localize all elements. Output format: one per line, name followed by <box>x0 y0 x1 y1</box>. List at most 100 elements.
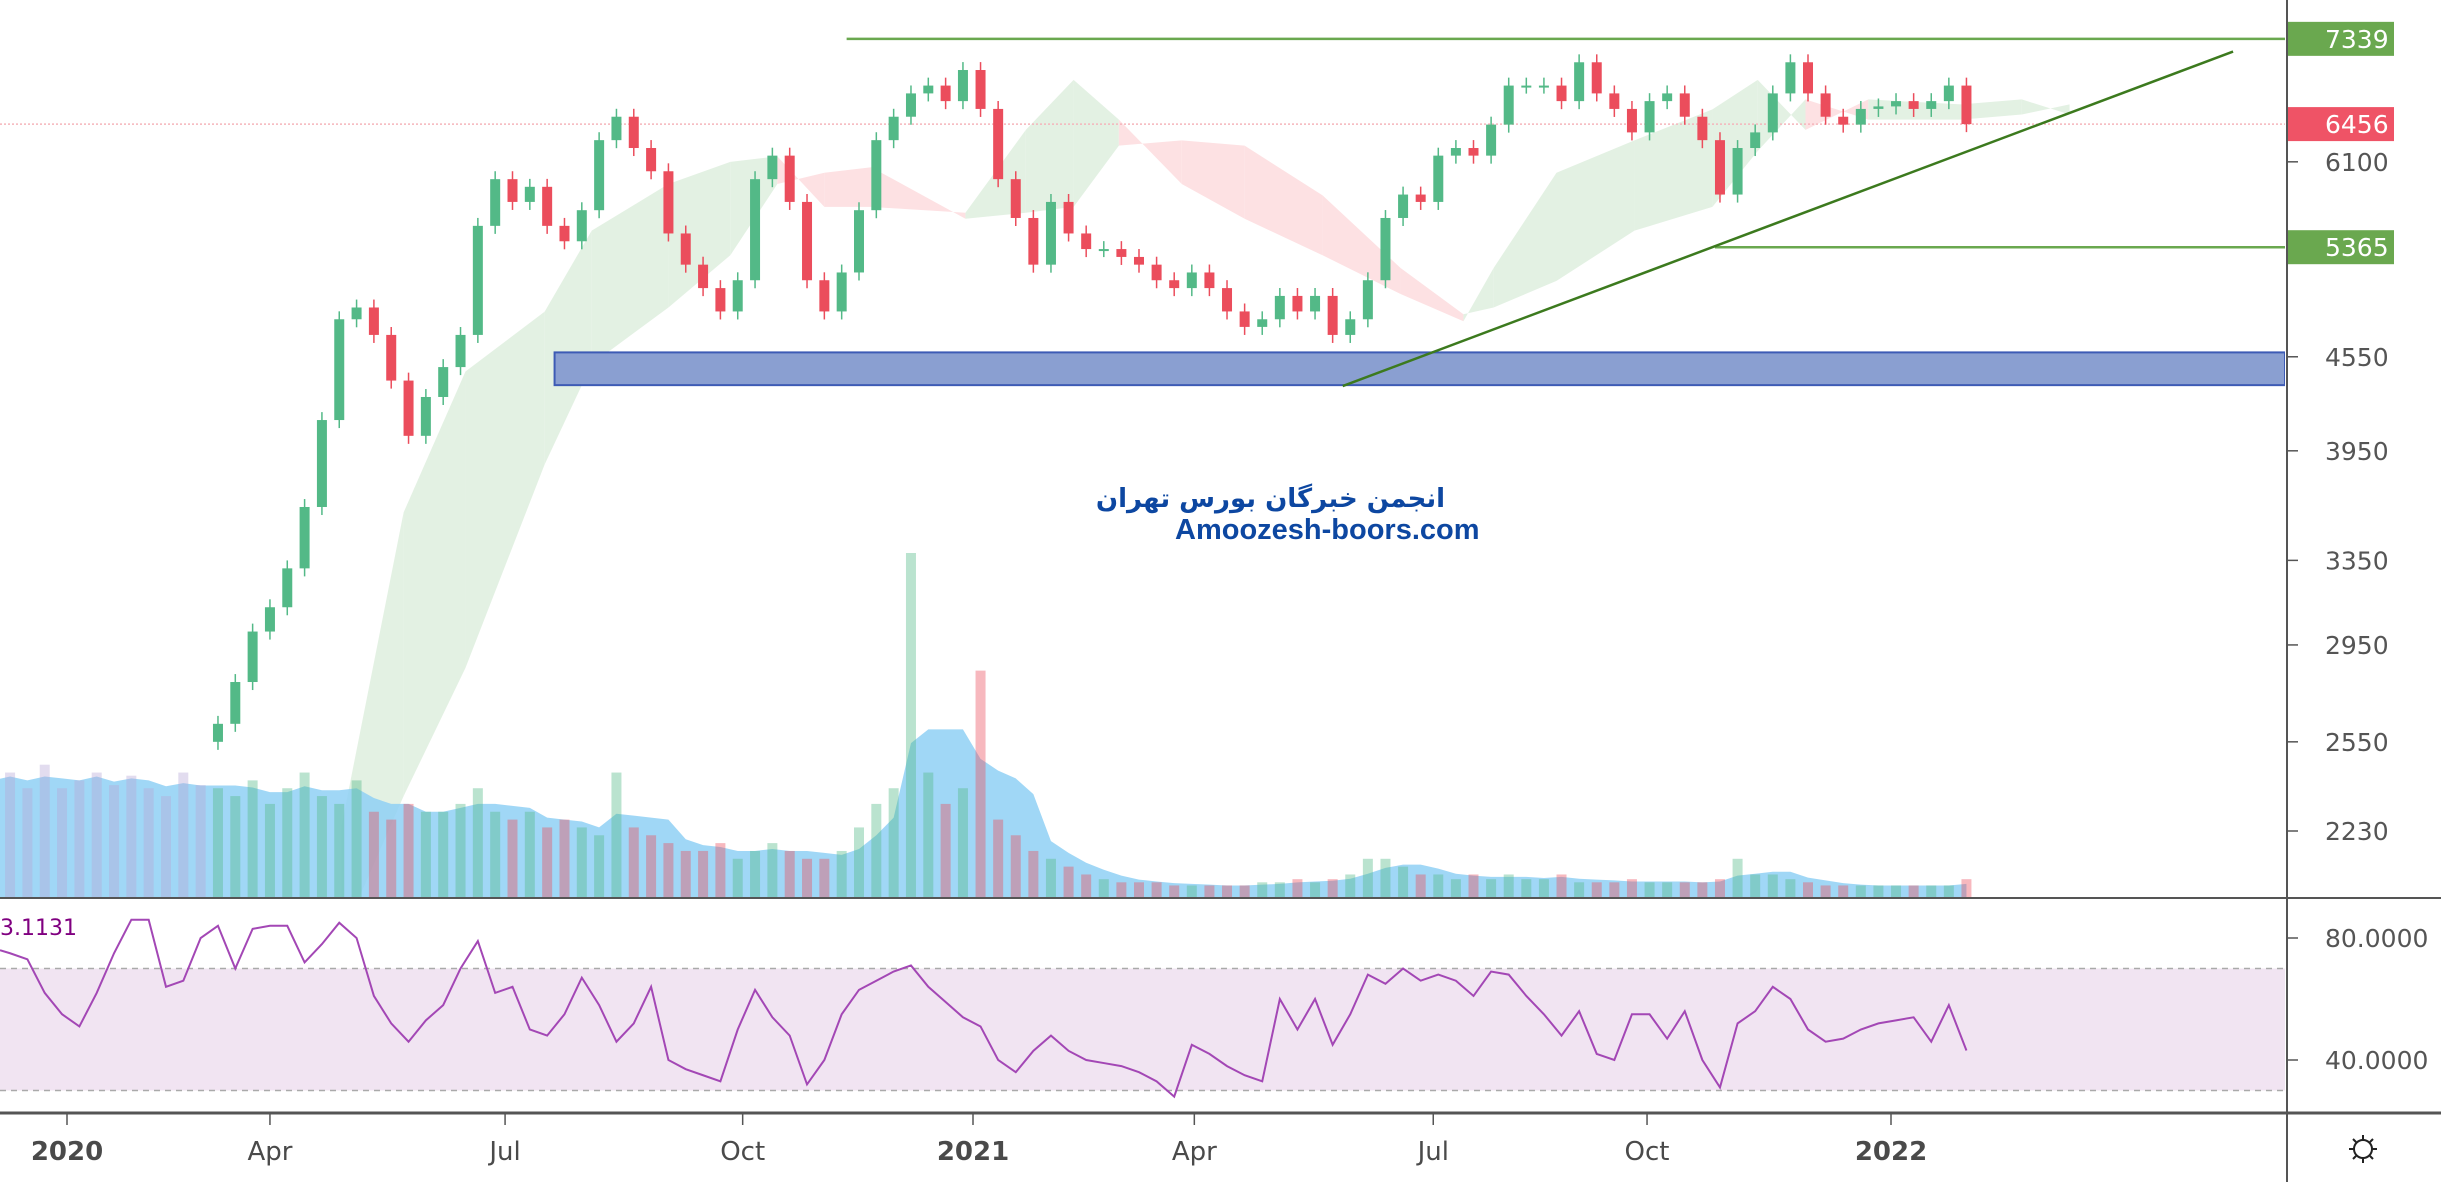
volume-bar <box>611 772 622 898</box>
time-axis[interactable]: 2020 Apr Jul Oct 2021 Apr Jul Oct 2022 <box>31 1114 1927 1167</box>
price-chart-pane[interactable] <box>0 0 2285 898</box>
drawing-lines[interactable] <box>0 37 2285 388</box>
time-tick-label: Jul <box>487 1137 520 1167</box>
rsi-tick-label: 80.0000 <box>2325 924 2428 953</box>
candle-body <box>1186 272 1197 289</box>
candle-body <box>1785 62 1796 94</box>
rsi-pane[interactable] <box>0 898 2285 1113</box>
candle-body <box>299 506 310 569</box>
candle-body <box>1961 85 1972 125</box>
candle-body <box>1380 217 1391 281</box>
volume-bar <box>1961 879 1972 898</box>
volume-bar <box>1433 874 1444 898</box>
candle-body <box>767 155 778 180</box>
gear-icon[interactable] <box>2346 1132 2380 1166</box>
volume-bar <box>923 772 934 898</box>
volume-bar <box>212 788 223 898</box>
candle-body <box>524 186 535 202</box>
volume-bar <box>1662 882 1673 898</box>
volume-bar <box>1891 885 1902 898</box>
volume-bar <box>559 819 570 898</box>
volume-bar <box>836 850 847 898</box>
volume-bar <box>126 775 137 898</box>
cloud-segment <box>1181 140 1245 219</box>
volume-bar <box>1310 882 1321 898</box>
cloud-segment <box>544 230 592 465</box>
volume-bar <box>57 788 68 898</box>
candle-body <box>1310 295 1321 312</box>
candle-body <box>836 272 847 312</box>
volume-bar <box>1151 882 1162 898</box>
cloud-segment <box>1073 79 1119 207</box>
rsi-value-label: 3.1131 <box>0 916 77 941</box>
volume-bar <box>1943 885 1954 898</box>
cloud-segment <box>1400 267 1464 322</box>
candle-body <box>1063 201 1074 234</box>
cloud-segment <box>591 183 669 365</box>
volume-bar <box>1732 858 1743 898</box>
volume-bar <box>22 788 33 898</box>
time-tick-label: Oct <box>720 1137 765 1167</box>
volume-bar <box>472 788 483 898</box>
candle-body <box>611 116 622 141</box>
price-axis[interactable]: 6100 4550 3950 3350 2950 2550 2230 7339 6456 5365… <box>2287 21 2428 1075</box>
volume-bar <box>663 843 674 898</box>
volume-bar <box>594 835 605 898</box>
volume-bar <box>784 850 795 898</box>
volume-bar <box>351 780 362 898</box>
volume-bar <box>1908 885 1919 898</box>
candle-body <box>1591 62 1602 94</box>
volume-bar <box>957 788 968 898</box>
candles <box>212 54 1972 750</box>
rsi-band <box>0 968 2285 1091</box>
volume-bar <box>161 796 171 898</box>
candle-body <box>1662 93 1673 102</box>
volume-bar <box>334 803 345 898</box>
candle-body <box>871 140 882 211</box>
volume-bar <box>1644 882 1655 898</box>
candle-body <box>1415 194 1426 202</box>
volume-bar <box>1803 882 1814 898</box>
volume-bar <box>368 811 379 898</box>
volume-bar <box>1204 885 1215 898</box>
cloud-segment <box>1634 109 1713 231</box>
volume-bar <box>264 803 275 898</box>
candle-body <box>542 186 553 226</box>
volume-bar <box>178 772 189 898</box>
candle-body <box>1697 116 1708 141</box>
volume-bar <box>628 827 639 898</box>
volume-bar <box>940 803 951 898</box>
candle-body <box>247 631 258 683</box>
candle-body <box>1803 62 1814 94</box>
volume-bar <box>195 785 206 898</box>
volume-bar <box>109 785 120 898</box>
candle-body <box>1345 319 1356 335</box>
price-label-box <box>2288 230 2394 265</box>
ascending-trendline[interactable] <box>1342 50 2234 388</box>
candle-body <box>1045 201 1056 265</box>
watermark-website: Amoozesh-boors.com <box>1175 514 1480 546</box>
volume-bar <box>732 858 743 898</box>
candle-body <box>1081 233 1092 250</box>
candle-body <box>819 280 830 312</box>
volume-bar <box>1292 879 1303 898</box>
candle-body <box>1028 217 1039 265</box>
cloud-segment <box>403 371 466 797</box>
candle-body <box>1257 319 1268 327</box>
price-label-box <box>2288 107 2394 142</box>
candle-body <box>905 93 916 117</box>
candle-body <box>1292 295 1303 312</box>
rsi-tick-label: 40.0000 <box>2325 1046 2428 1075</box>
price-label: 5365 <box>2325 233 2389 262</box>
candle-body <box>1327 295 1338 335</box>
volume-bar <box>1169 885 1180 898</box>
volume-moving-average-area <box>0 729 1967 898</box>
cloud-segment <box>2021 99 2070 115</box>
volume-bar <box>1239 885 1250 898</box>
cloud-segment <box>668 161 731 308</box>
candle-body <box>403 380 414 436</box>
cloud-segment <box>1556 140 1635 281</box>
candle-body <box>264 607 275 632</box>
volume-bar <box>455 803 466 898</box>
volume-bar <box>490 811 501 898</box>
